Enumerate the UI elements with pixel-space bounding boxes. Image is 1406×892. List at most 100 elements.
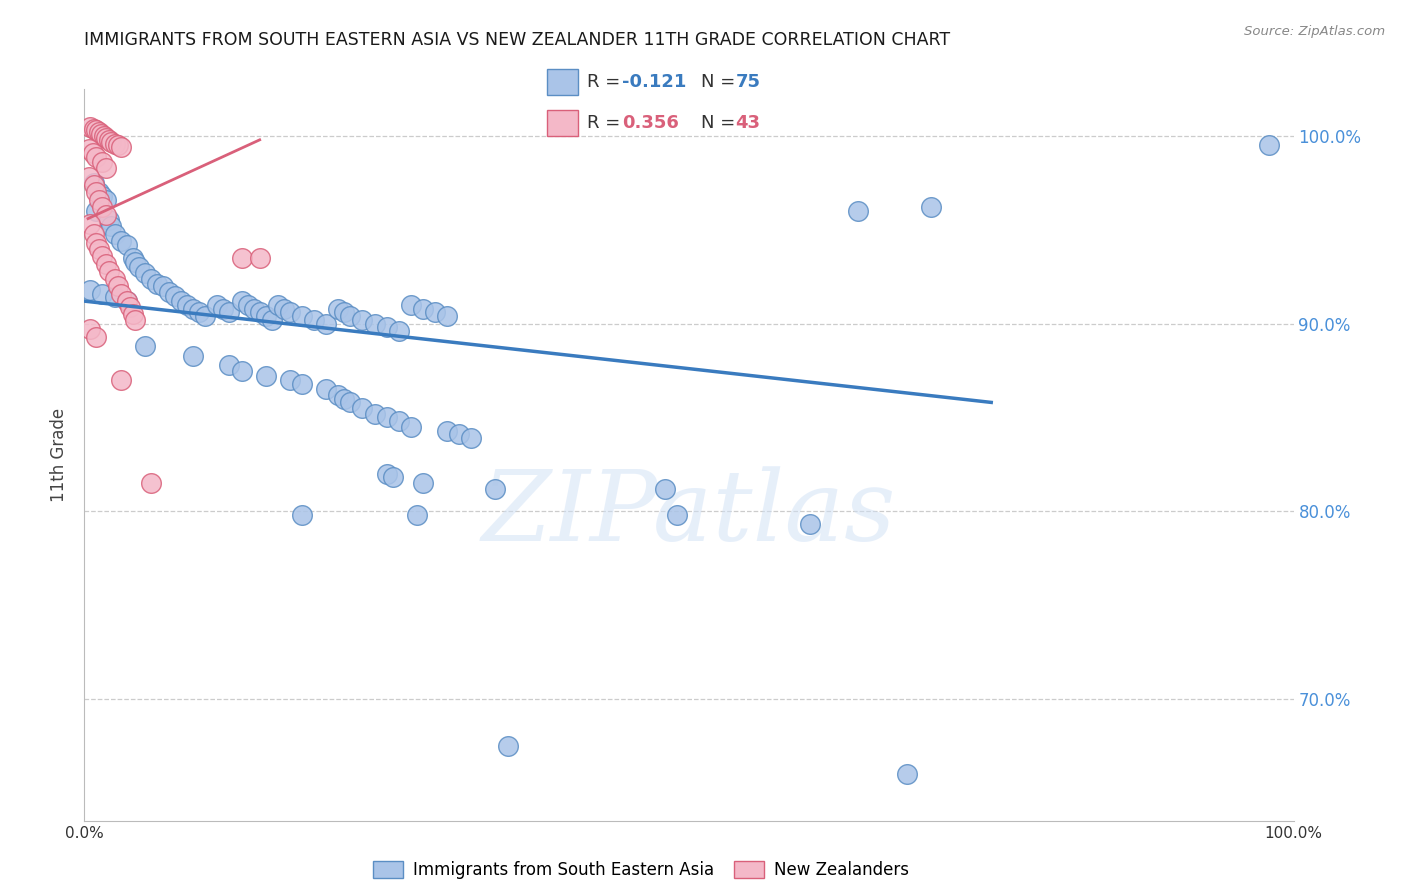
Point <box>139 476 162 491</box>
Point <box>104 136 127 151</box>
Point <box>654 482 676 496</box>
Point <box>86 204 108 219</box>
Point <box>236 298 259 312</box>
Point <box>381 470 404 484</box>
Text: ZIPatlas: ZIPatlas <box>482 466 896 561</box>
Point <box>328 388 350 402</box>
Point <box>302 313 325 327</box>
Point <box>107 138 129 153</box>
Point <box>79 217 101 231</box>
Point <box>94 193 117 207</box>
Point <box>115 238 138 252</box>
Point <box>146 277 169 292</box>
Point <box>176 298 198 312</box>
Point <box>91 249 114 263</box>
FancyBboxPatch shape <box>547 69 578 95</box>
Point <box>94 257 117 271</box>
Point <box>86 235 108 250</box>
Point <box>100 135 122 149</box>
Point <box>423 305 446 319</box>
Point <box>87 125 110 139</box>
Point <box>120 300 142 314</box>
Point <box>165 288 187 302</box>
Point <box>218 305 240 319</box>
Point <box>104 271 127 285</box>
Text: N =: N = <box>702 73 741 91</box>
Point <box>333 392 356 406</box>
Point <box>339 395 361 409</box>
Point <box>231 294 253 309</box>
Legend: Immigrants from South Eastern Asia, New Zealanders: Immigrants from South Eastern Asia, New … <box>366 854 915 886</box>
Point <box>94 208 117 222</box>
Point <box>388 324 411 338</box>
Point <box>218 358 240 372</box>
Point <box>291 309 314 323</box>
Point <box>79 283 101 297</box>
Text: 75: 75 <box>735 73 761 91</box>
Point <box>267 298 290 312</box>
Point <box>94 161 117 175</box>
Point <box>83 121 105 136</box>
Point <box>121 307 143 321</box>
Point <box>375 320 398 334</box>
Point <box>399 298 422 312</box>
Point <box>665 508 688 522</box>
Point <box>799 517 821 532</box>
Point <box>86 330 108 344</box>
Point <box>134 339 156 353</box>
Point <box>412 476 434 491</box>
Text: 43: 43 <box>735 114 761 132</box>
Point <box>460 431 482 445</box>
Point <box>110 373 132 387</box>
Point <box>181 301 204 316</box>
Point <box>86 186 108 200</box>
Text: IMMIGRANTS FROM SOUTH EASTERN ASIA VS NEW ZEALANDER 11TH GRADE CORRELATION CHART: IMMIGRANTS FROM SOUTH EASTERN ASIA VS NE… <box>84 31 950 49</box>
Point <box>77 170 100 185</box>
Point <box>363 407 385 421</box>
Point <box>93 129 115 144</box>
Point <box>406 508 429 522</box>
Point <box>375 410 398 425</box>
Text: -0.121: -0.121 <box>623 73 686 91</box>
Point <box>91 200 114 214</box>
Text: R =: R = <box>586 73 626 91</box>
Point <box>328 301 350 316</box>
Point <box>86 150 108 164</box>
Point <box>363 317 385 331</box>
Point <box>254 369 277 384</box>
Text: 0.356: 0.356 <box>623 114 679 132</box>
Point <box>97 213 120 227</box>
Point <box>273 301 295 316</box>
Point <box>260 313 283 327</box>
Point <box>254 309 277 323</box>
Point <box>231 251 253 265</box>
Point <box>278 373 301 387</box>
Point <box>104 290 127 304</box>
Point <box>278 305 301 319</box>
Point <box>86 123 108 137</box>
Point <box>194 309 217 323</box>
Point <box>83 178 105 192</box>
Point <box>399 419 422 434</box>
Point <box>82 145 104 160</box>
Point <box>291 376 314 391</box>
Point <box>170 294 193 309</box>
Point <box>207 298 229 312</box>
Point <box>249 305 271 319</box>
Text: R =: R = <box>586 114 626 132</box>
Y-axis label: 11th Grade: 11th Grade <box>51 408 69 502</box>
Point <box>79 322 101 336</box>
Point <box>110 234 132 248</box>
Point <box>124 313 146 327</box>
Point <box>94 131 117 145</box>
Point <box>100 219 122 233</box>
Point <box>79 120 101 134</box>
Text: N =: N = <box>702 114 741 132</box>
Point <box>352 401 374 415</box>
Point <box>496 739 519 753</box>
Point <box>91 286 114 301</box>
Point <box>107 279 129 293</box>
Point <box>896 766 918 780</box>
Point <box>115 294 138 309</box>
Point <box>115 294 138 309</box>
